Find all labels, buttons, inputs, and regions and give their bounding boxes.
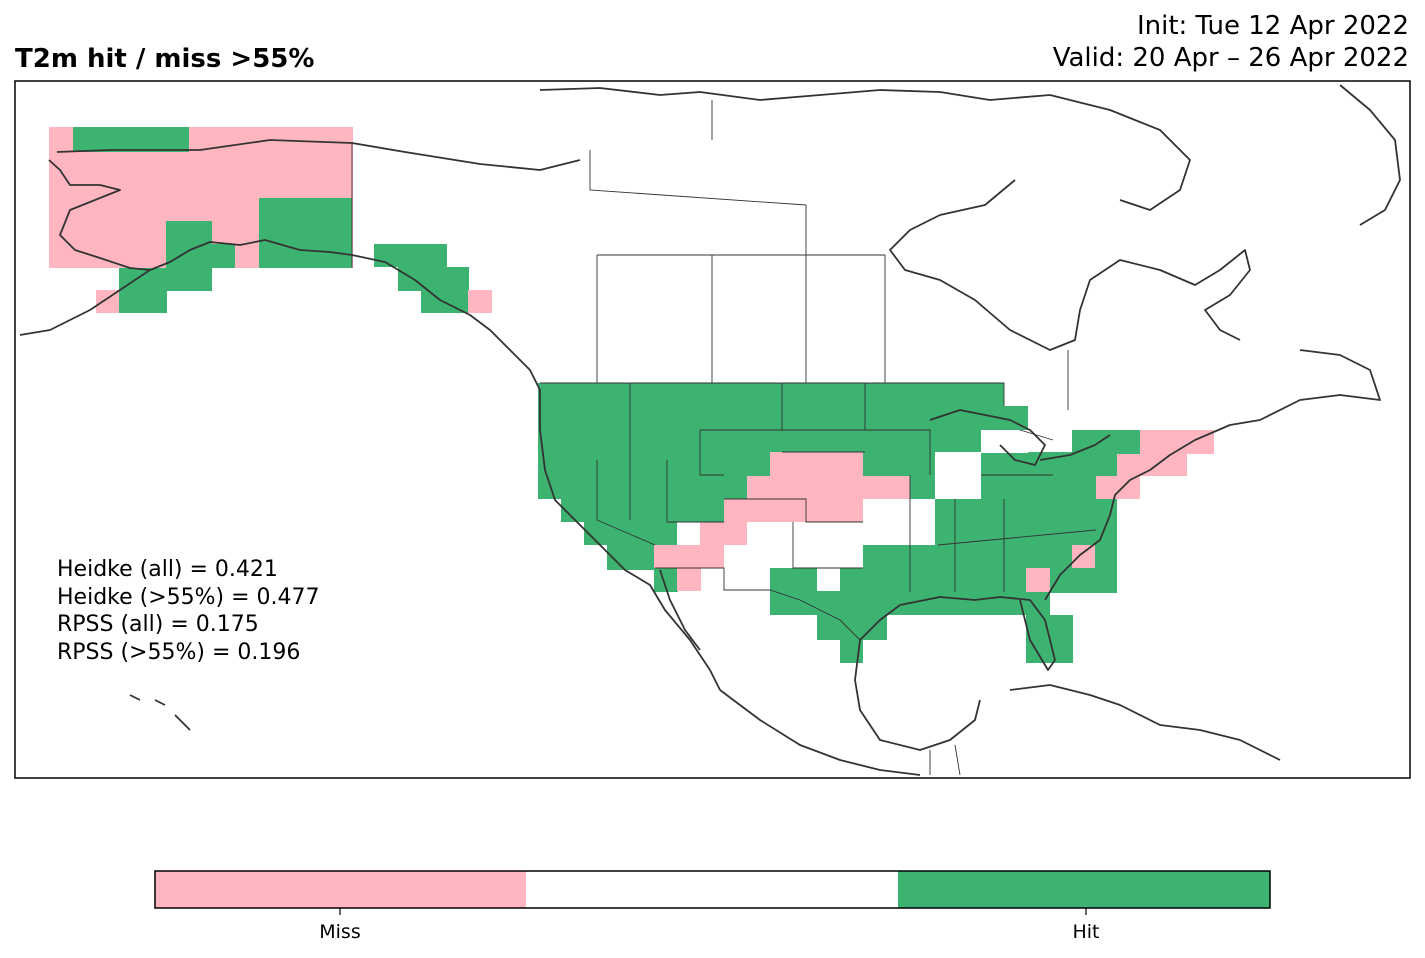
heidke-all: Heidke (all) = 0.421 [57,557,278,582]
hit-cell [561,499,724,522]
hit-cell [607,545,654,570]
borders-canada-provinces [589,100,1069,410]
hit-cell [73,127,189,152]
no-signal-cell [817,568,840,591]
coastline-aleutians [19,269,151,336]
miss-cell [724,499,863,522]
border-us-canada [540,382,1005,406]
map-title: T2m hit / miss >55% [15,44,315,74]
colorbar-label-miss: Miss [319,921,361,943]
init-date: Init: Tue 12 Apr 2022 [1136,11,1409,41]
coastline-greenland [1339,84,1401,226]
colorbar-neutral-segment [526,871,898,908]
miss-cell [863,476,886,499]
borders-us-states [596,383,1097,592]
colorbar [154,870,1271,915]
coastline-gulf-mexico [854,639,981,751]
colorbar-miss-segment [155,871,526,908]
no-signal-cell [794,522,863,545]
no-signal-cell [910,499,935,522]
coastline-atlantic [1044,349,1381,601]
rpss-all: RPSS (all) = 0.175 [57,612,259,637]
miss-cell [747,476,770,499]
hit-cell [374,244,447,267]
coastline-mexico-pacific [719,689,921,776]
no-signal-cell [935,452,981,499]
miss-cell [724,522,747,545]
miss-cell [770,452,863,499]
miss-cell [677,568,701,591]
borders-central-america [929,744,961,776]
miss-cell [468,290,492,313]
coastline-arctic-alaska [56,139,581,171]
coastline-hawaii [129,694,191,731]
valid-range: Valid: 20 Apr – 26 Apr 2022 [1052,43,1409,73]
skill-scores: Heidke (all) = 0.421 Heidke (>55%) = 0.4… [57,556,320,666]
miss-cell [700,522,724,545]
hit-cell [935,499,981,545]
miss-cell [1096,476,1117,499]
heidke-55: Heidke (>55%) = 0.477 [57,584,320,610]
no-signal-cell [981,430,1028,453]
rpss-55: RPSS (>55%) = 0.196 [57,639,301,665]
border-us-mexico [655,567,861,641]
miss-cell [654,545,724,568]
hit-cell [119,290,167,313]
coastline-caribbean [1009,684,1281,761]
miss-cell [886,476,910,499]
hit-cell [770,568,863,615]
miss-cell [1117,454,1187,476]
hit-cell [1004,592,1050,615]
hit-cell [817,615,887,640]
state-borders [351,100,1097,776]
hit-cell [212,244,235,268]
coastline-baja [659,569,701,651]
colorbar-label-hit: Hit [1072,921,1100,943]
date-info: Init: Tue 12 Apr 2022 Valid: 20 Apr – 26… [1053,10,1409,74]
miss-cell [1026,568,1050,592]
coastline-hudson-bay [889,179,1251,351]
map-frame [14,80,1411,779]
coastlines [19,84,1401,776]
hit-cell [584,522,677,545]
hit-cell [119,268,189,290]
miss-cell [1117,476,1140,499]
hit-cell [398,267,469,291]
hit-miss-grid [49,127,1214,663]
hit-cell [259,198,352,268]
coastline-great-lakes [929,409,1111,466]
colorbar-frame [154,870,1271,909]
coastline-gulf-us [859,596,1056,671]
coastline-arctic-canada [539,87,1191,211]
colorbar-hit-segment [898,871,1270,908]
miss-cell [1072,545,1095,568]
